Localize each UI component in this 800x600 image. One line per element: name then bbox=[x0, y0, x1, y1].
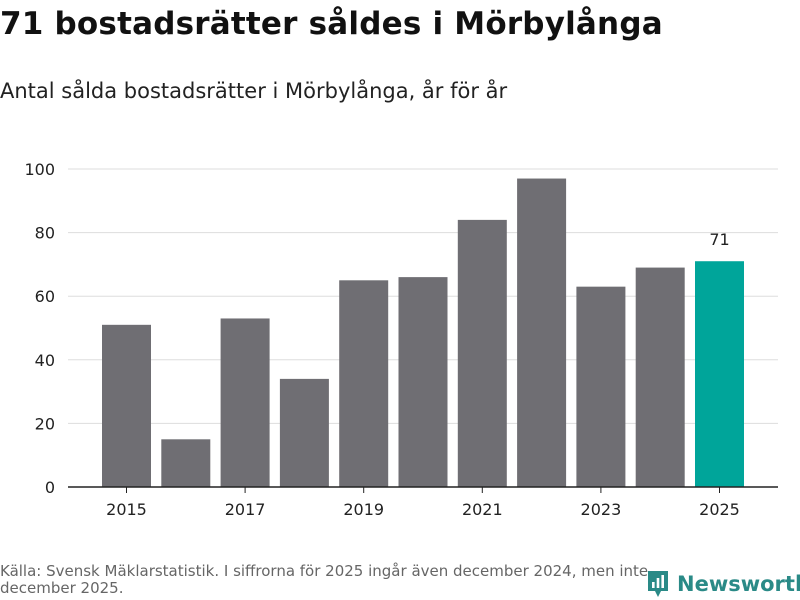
bar-2025 bbox=[695, 261, 744, 487]
bar-2021 bbox=[457, 219, 507, 487]
bar-2024 bbox=[635, 267, 685, 487]
bar-chart: 0 20 40 60 80 100 2015 2017 2019 2021 2023 2025 71 bbox=[24, 160, 778, 519]
brand-name: Newsworthy bbox=[677, 572, 800, 596]
x-tick-label-2015: 2015 bbox=[106, 500, 147, 519]
x-tick-label-2023: 2023 bbox=[581, 500, 622, 519]
bar-2018 bbox=[279, 378, 329, 487]
x-tick-label-2017: 2017 bbox=[225, 500, 266, 519]
newsworthy-logo-icon bbox=[648, 571, 668, 597]
y-tick-label-80: 80 bbox=[35, 224, 55, 243]
chart-subtitle: Antal sålda bostadsrätter i Mörbylånga, … bbox=[0, 79, 508, 103]
bar-2020 bbox=[398, 277, 448, 487]
y-tick-label-40: 40 bbox=[35, 351, 55, 370]
y-tick-label-100: 100 bbox=[24, 160, 55, 179]
y-tick-label-20: 20 bbox=[35, 414, 55, 433]
bar-2016 bbox=[161, 439, 211, 487]
bar-2023 bbox=[576, 286, 626, 487]
x-tick-label-2021: 2021 bbox=[462, 500, 503, 519]
bar-2022 bbox=[517, 178, 567, 488]
bar-2015 bbox=[102, 324, 151, 487]
x-tick-label-2025: 2025 bbox=[699, 500, 740, 519]
brand-logo: Newsworthy bbox=[646, 568, 800, 600]
source-note: Källa: Svensk Mäklarstatistik. I siffror… bbox=[0, 562, 649, 597]
bar-2019 bbox=[339, 280, 389, 487]
x-tick-label-2019: 2019 bbox=[343, 500, 384, 519]
chart-title: 71 bostadsrätter såldes i Mörbylånga bbox=[0, 6, 663, 42]
data-label-2025: 71 bbox=[709, 230, 729, 249]
y-tick-label-60: 60 bbox=[35, 287, 55, 306]
y-tick-label-0: 0 bbox=[45, 478, 55, 497]
bar-2017 bbox=[220, 318, 270, 487]
